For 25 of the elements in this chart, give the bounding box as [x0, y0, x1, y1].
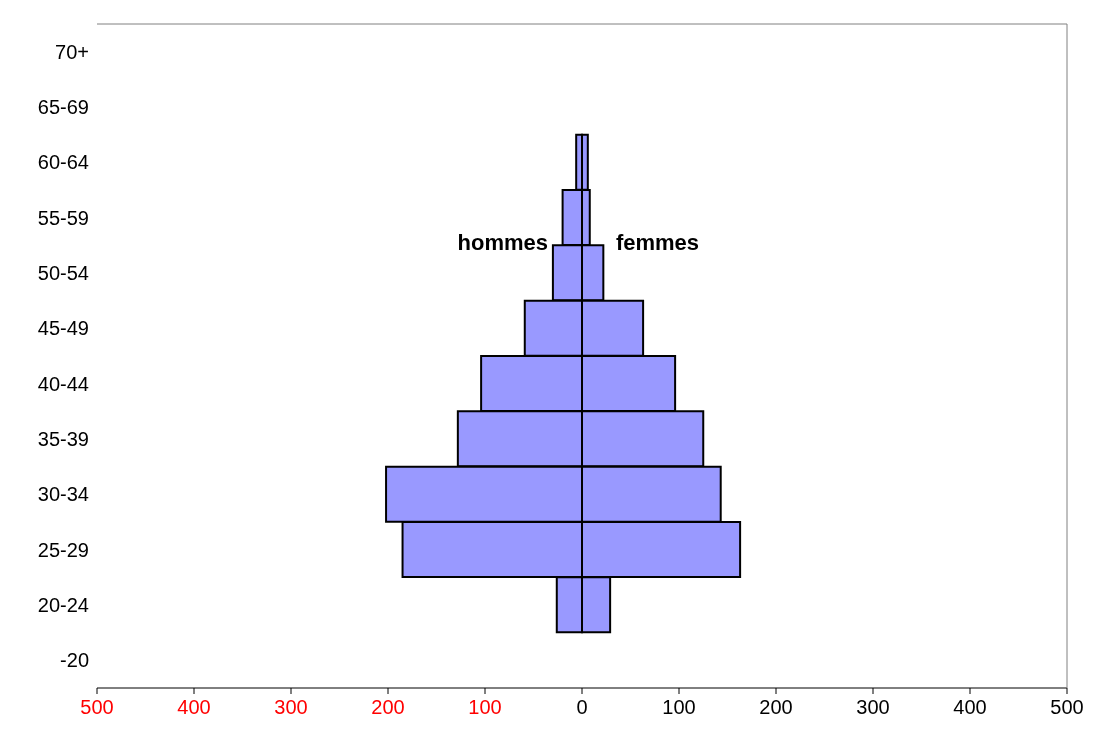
- x-tick-label: 100: [662, 696, 696, 718]
- y-tick-label: 25-29: [37, 538, 89, 561]
- y-tick-label: 50-54: [37, 262, 89, 285]
- y-tick-label: 70+: [55, 40, 89, 63]
- x-tick-label: 100: [468, 696, 502, 718]
- x-tick-label: 500: [80, 696, 114, 718]
- y-tick-label: 55-59: [37, 206, 89, 229]
- x-tick-label: 500: [1050, 696, 1084, 718]
- y-tick-label: 45-49: [37, 317, 89, 340]
- x-tick-label: 300: [274, 696, 308, 718]
- x-tick-label: 0: [576, 696, 588, 718]
- y-tick-label: 20-24: [37, 594, 89, 617]
- series-label: femmes: [615, 230, 700, 256]
- y-tick-label: 40-44: [37, 372, 89, 395]
- y-tick-label: 35-39: [37, 428, 89, 451]
- x-tick-label: 200: [759, 696, 793, 718]
- x-tick-label: 400: [177, 696, 211, 718]
- series-label: hommes: [457, 230, 549, 256]
- y-tick-label: 30-34: [37, 483, 89, 506]
- x-tick-label: 400: [953, 696, 987, 718]
- y-tick-label: 65-69: [37, 96, 89, 119]
- x-tick-label: 300: [856, 696, 890, 718]
- y-tick-label: 60-64: [37, 151, 89, 174]
- y-tick-label: -20: [60, 649, 89, 672]
- x-tick-label: 200: [371, 696, 405, 718]
